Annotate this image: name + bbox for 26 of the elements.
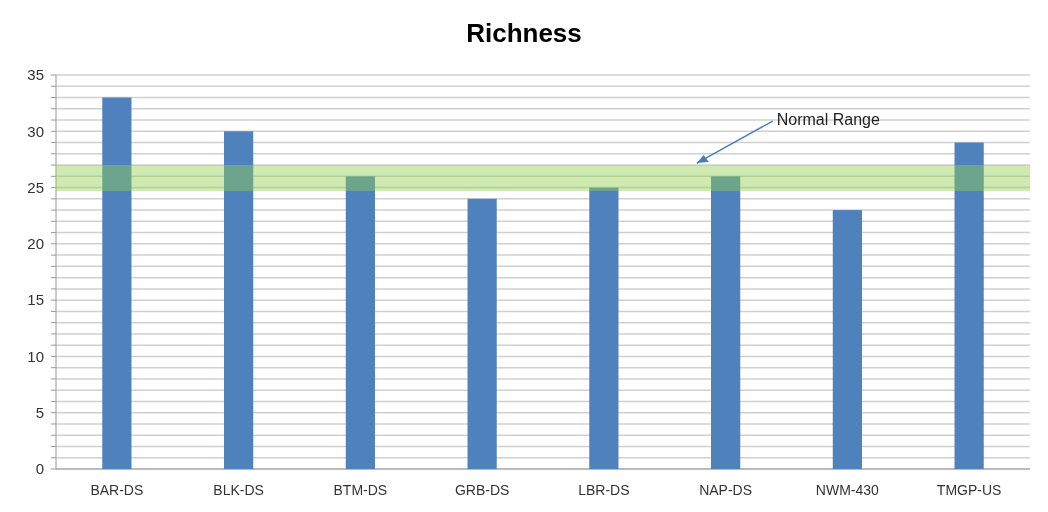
x-tick-label: NAP-DS <box>699 482 753 498</box>
y-tick-label: 15 <box>27 291 44 309</box>
bar <box>832 210 862 469</box>
chart-title: Richness <box>466 18 582 48</box>
bar <box>102 97 132 469</box>
y-tick-label: 0 <box>35 460 44 478</box>
y-tick-label: 5 <box>35 403 44 421</box>
x-tick-label: TMGP-US <box>936 482 1002 498</box>
y-tick-label: 20 <box>27 235 44 253</box>
y-tick-label: 25 <box>27 178 44 196</box>
bar <box>711 176 741 469</box>
bar <box>954 142 984 469</box>
x-tick-label: BAR-DS <box>90 482 144 498</box>
x-tick-label: BTM-DS <box>333 482 388 498</box>
x-tick-label: LBR-DS <box>578 482 630 498</box>
x-tick-label: NWM-430 <box>815 482 880 498</box>
y-tick-label: 30 <box>27 122 44 140</box>
bar <box>589 187 619 469</box>
x-tick-label: GRB-DS <box>454 482 510 498</box>
y-tick-label: 35 <box>27 66 44 84</box>
bar <box>467 198 497 469</box>
bar <box>224 131 254 469</box>
band-label: Normal Range <box>776 111 881 129</box>
y-tick-label: 10 <box>27 347 44 365</box>
bar <box>345 176 375 469</box>
x-tick-label: BLK-DS <box>213 482 264 498</box>
